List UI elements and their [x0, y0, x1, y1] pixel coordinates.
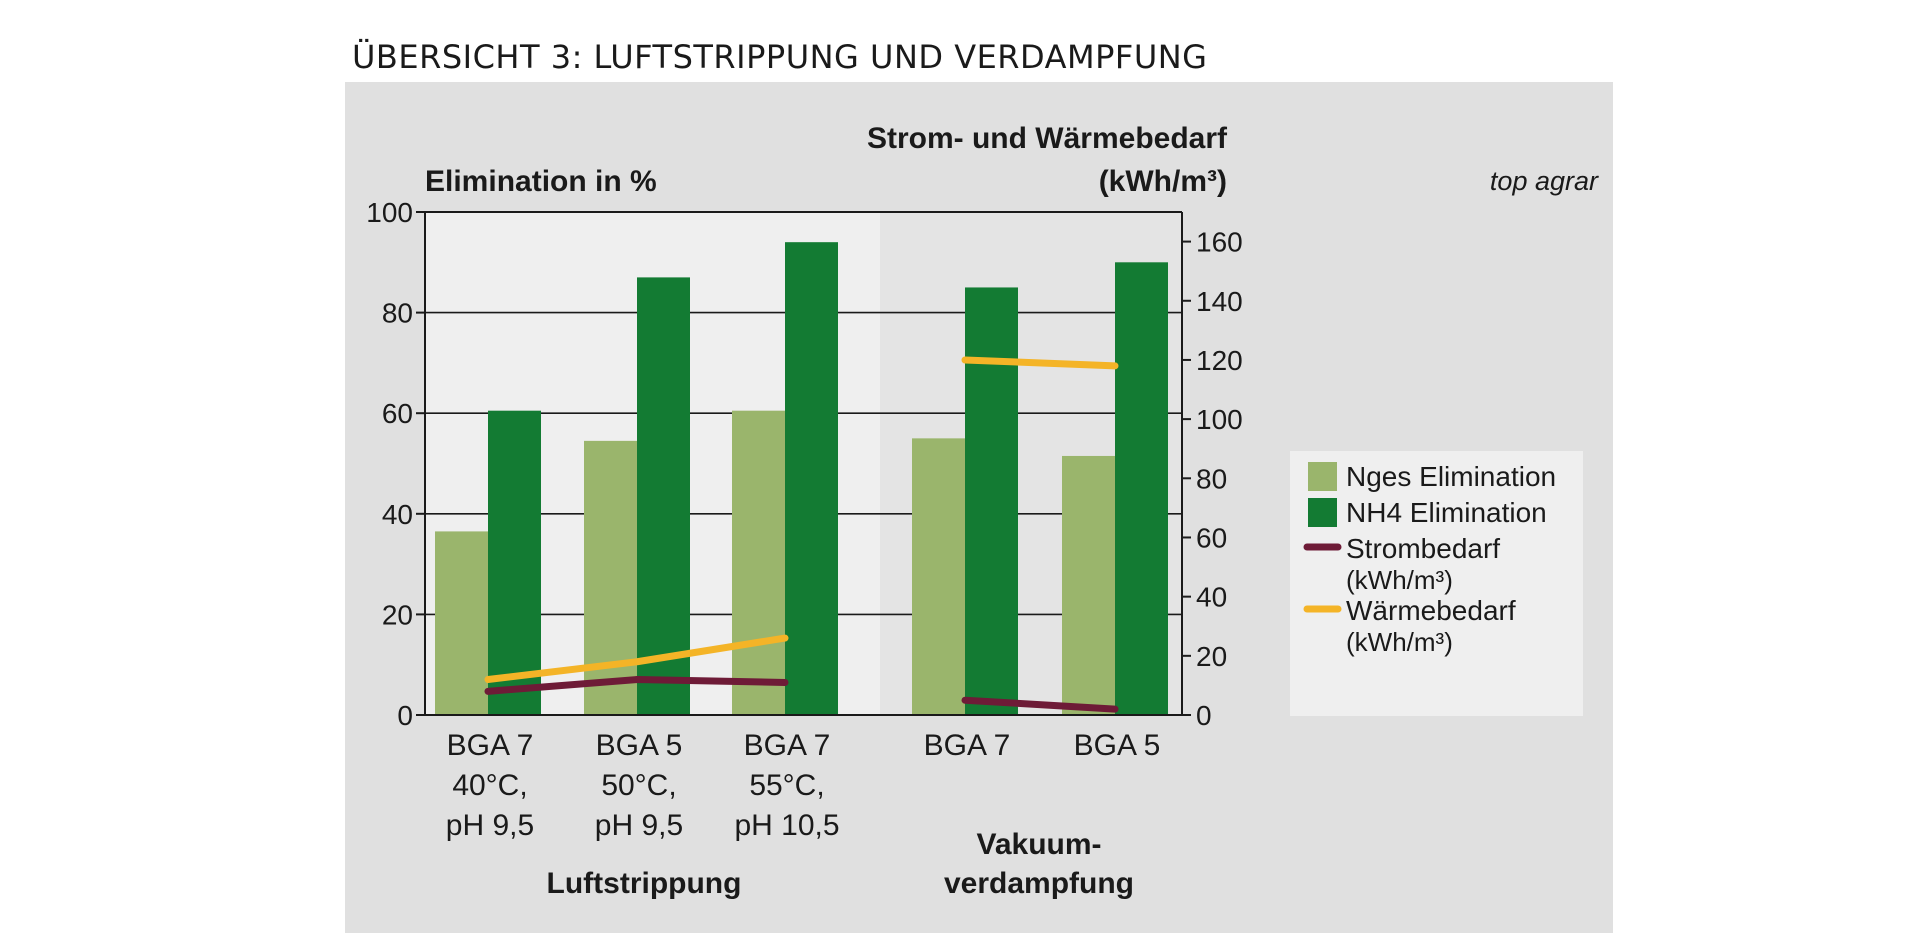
category-label-1: BGA 5 [596, 729, 683, 762]
y-axis-right-label-line1: Strom- und Wärmebedarf [867, 122, 1228, 155]
tick-label-right: 140 [1196, 286, 1243, 317]
line-strombedarf-segment-1 [961, 696, 1119, 713]
tick-label-right: 20 [1196, 641, 1227, 672]
source-label: top agrar [1490, 166, 1599, 196]
bars [435, 242, 1168, 715]
line-waermebedarf-segment-0 [484, 634, 789, 683]
page-title: ÜBERSICHT 3: LUFTSTRIPPUNG UND VERDAMPFU… [352, 38, 1208, 76]
legend-label-unit-3: (kWh/m³) [1346, 627, 1453, 657]
tick-labels: 0 20 40 60 80 100 0 20 40 60 80 100 120 140 160 [366, 197, 1242, 731]
chart: 0 20 40 60 80 100 0 20 40 60 80 100 120 140 160 BGA 7 4… [366, 122, 1599, 900]
bar-nh4-1 [637, 277, 690, 715]
tick-label-right: 0 [1196, 700, 1212, 731]
legend-swatch-1 [1308, 498, 1337, 527]
line-waermebedarf-segment-1 [961, 356, 1119, 370]
legend-box [1290, 451, 1583, 716]
category-label-2: BGA 7 [744, 729, 831, 762]
bar-nh4-4 [1115, 262, 1168, 715]
category-label-0: pH 9,5 [446, 809, 534, 842]
group-label-1: verdampfung [944, 867, 1134, 900]
tick-label-left: 40 [382, 499, 413, 530]
category-labels: BGA 7 40°C, pH 9,5 BGA 5 50°C, pH 9,5 BGA 7 55°… [446, 729, 1161, 900]
axes [424, 211, 1183, 716]
tick-label-left: 20 [382, 599, 413, 630]
group-label-1: Vakuum- [976, 828, 1101, 861]
legend-label-0: Nges Elimination [1346, 461, 1556, 492]
tick-label-right: 60 [1196, 522, 1227, 553]
line-strombedarf-segment-0 [484, 675, 789, 695]
bar-nges-3 [912, 438, 965, 715]
group-label-0: Luftstrippung [547, 867, 742, 900]
tick-label-right: 40 [1196, 582, 1227, 613]
legend: Nges Elimination NH4 Elimination Strombeda… [1290, 451, 1583, 716]
legend-label-unit-2: (kWh/m³) [1346, 565, 1453, 595]
tick-label-right: 120 [1196, 345, 1243, 376]
bar-nges-1 [584, 440, 637, 715]
tick-label-right: 100 [1196, 404, 1243, 435]
tick-label-left: 0 [397, 700, 413, 731]
bar-nh4-2 [785, 242, 838, 715]
tick-label-right: 80 [1196, 463, 1227, 494]
y-axis-left-label: Elimination in % [425, 165, 657, 198]
category-label-1: pH 9,5 [595, 809, 683, 842]
bar-nh4-0 [488, 410, 541, 715]
series-lines [484, 356, 1119, 713]
tick-label-left: 100 [366, 197, 413, 228]
category-label-0: 40°C, [452, 769, 527, 802]
category-label-1: 50°C, [601, 769, 676, 802]
tick-label-left: 80 [382, 298, 413, 329]
bar-nh4-3 [965, 287, 1018, 715]
bar-nges-2 [732, 410, 785, 715]
legend-label-2: Strombedarf [1346, 533, 1500, 564]
tick-label-right: 160 [1196, 227, 1243, 258]
chart-panel: 0 20 40 60 80 100 0 20 40 60 80 100 120 140 160 BGA 7 4… [345, 82, 1613, 933]
bar-nges-0 [435, 531, 488, 715]
legend-swatch-0 [1308, 462, 1337, 491]
y-axis-right-label-line2: (kWh/m³) [1099, 165, 1227, 198]
category-label-2: pH 10,5 [734, 809, 839, 842]
category-label-3: BGA 7 [924, 729, 1011, 762]
tick-label-left: 60 [382, 398, 413, 429]
category-label-4: BGA 5 [1074, 729, 1161, 762]
category-label-2: 55°C, [749, 769, 824, 802]
category-label-0: BGA 7 [447, 729, 534, 762]
legend-label-3: Wärmebedarf [1346, 595, 1516, 626]
legend-label-1: NH4 Elimination [1346, 497, 1547, 528]
bar-nges-4 [1062, 455, 1115, 715]
